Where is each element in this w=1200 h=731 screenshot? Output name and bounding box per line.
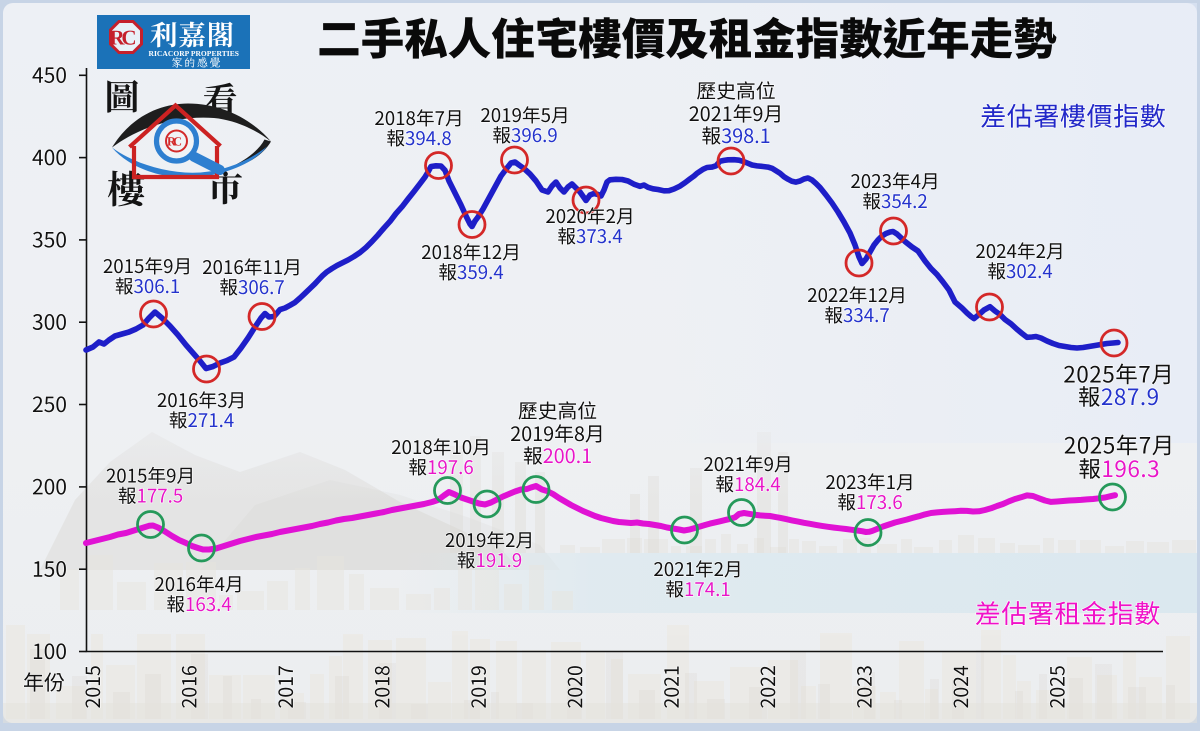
svg-text:RICACORP PROPERTIES: RICACORP PROPERTIES — [149, 49, 240, 58]
